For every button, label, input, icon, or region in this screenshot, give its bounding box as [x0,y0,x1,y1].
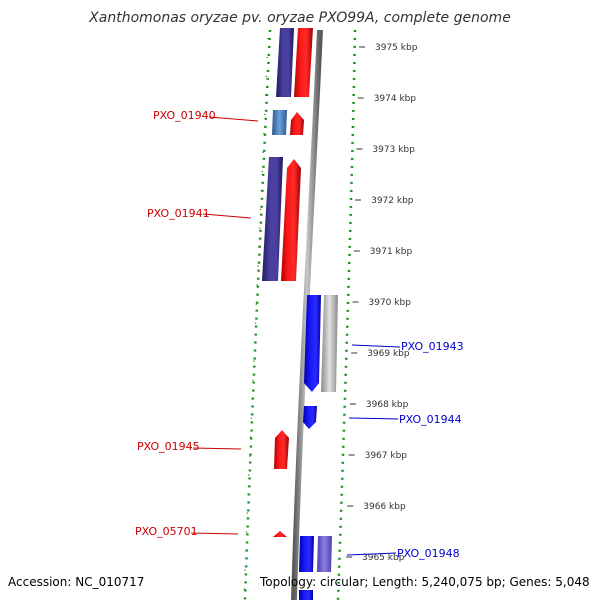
gene-block [299,590,313,600]
ruler-label: 3972 kbp [371,196,414,206]
ruler-label: 3974 kbp [374,94,417,104]
ruler-label: 3971 kbp [370,247,413,257]
gene-arrow [304,295,321,392]
label-leader [208,116,259,122]
ruler-label: 3968 kbp [366,400,409,410]
ruler-label: 3975 kbp [375,43,418,53]
gene-label-pxo-01943[interactable]: PXO_01943 [401,340,464,353]
gene-arrow [273,531,287,537]
cds-block [317,536,332,572]
gene-label-pxo-01945[interactable]: PXO_01945 [137,440,200,453]
cds-block [262,157,283,281]
gene-block [299,536,314,572]
label-leader [192,447,242,450]
ruler-label: 3966 kbp [363,502,406,512]
ruler-label: 3967 kbp [365,451,408,461]
gene-arrow [274,430,289,469]
gene-arrow [281,159,301,281]
rna-block [272,110,287,135]
map-title: Xanthomonas oryzae pv. oryzae PXO99A, co… [89,10,511,26]
ruler-label: 3973 kbp [372,145,415,155]
ruler-label: 3965 kbp [362,553,405,563]
label-leader [348,417,399,420]
accession-text: Accession: NC_010717 [8,575,145,589]
gc-skew-track-left [243,29,272,600]
gene-label-pxo-01940[interactable]: PXO_01940 [153,109,216,122]
gene-block [294,28,313,97]
gene-label-pxo-01948[interactable]: PXO_01948 [397,547,460,560]
gene-label-pxo-01941[interactable]: PXO_01941 [147,207,210,220]
topology-summary: Topology: circular; Length: 5,240,075 bp… [260,575,590,589]
ruler-label: 3969 kbp [367,349,410,359]
gc-skew-track-right [336,29,357,600]
ruler: 3975 kbp 3974 kbp 3973 kbp 3972 kbp 3971 kbp… [346,43,418,563]
label-leader [346,552,397,556]
cds-block [276,28,294,97]
cds-block [321,295,338,392]
label-leader [190,532,239,535]
gene-arrow [303,406,317,429]
gene-label-pxo-05701[interactable]: PXO_05701 [135,525,198,538]
gene-arrow [290,112,304,135]
label-leader [202,213,252,219]
gene-label-pxo-01944[interactable]: PXO_01944 [399,413,462,426]
label-leader [351,344,401,348]
ruler-label: 3970 kbp [369,298,412,308]
genome-backbone [291,29,323,600]
